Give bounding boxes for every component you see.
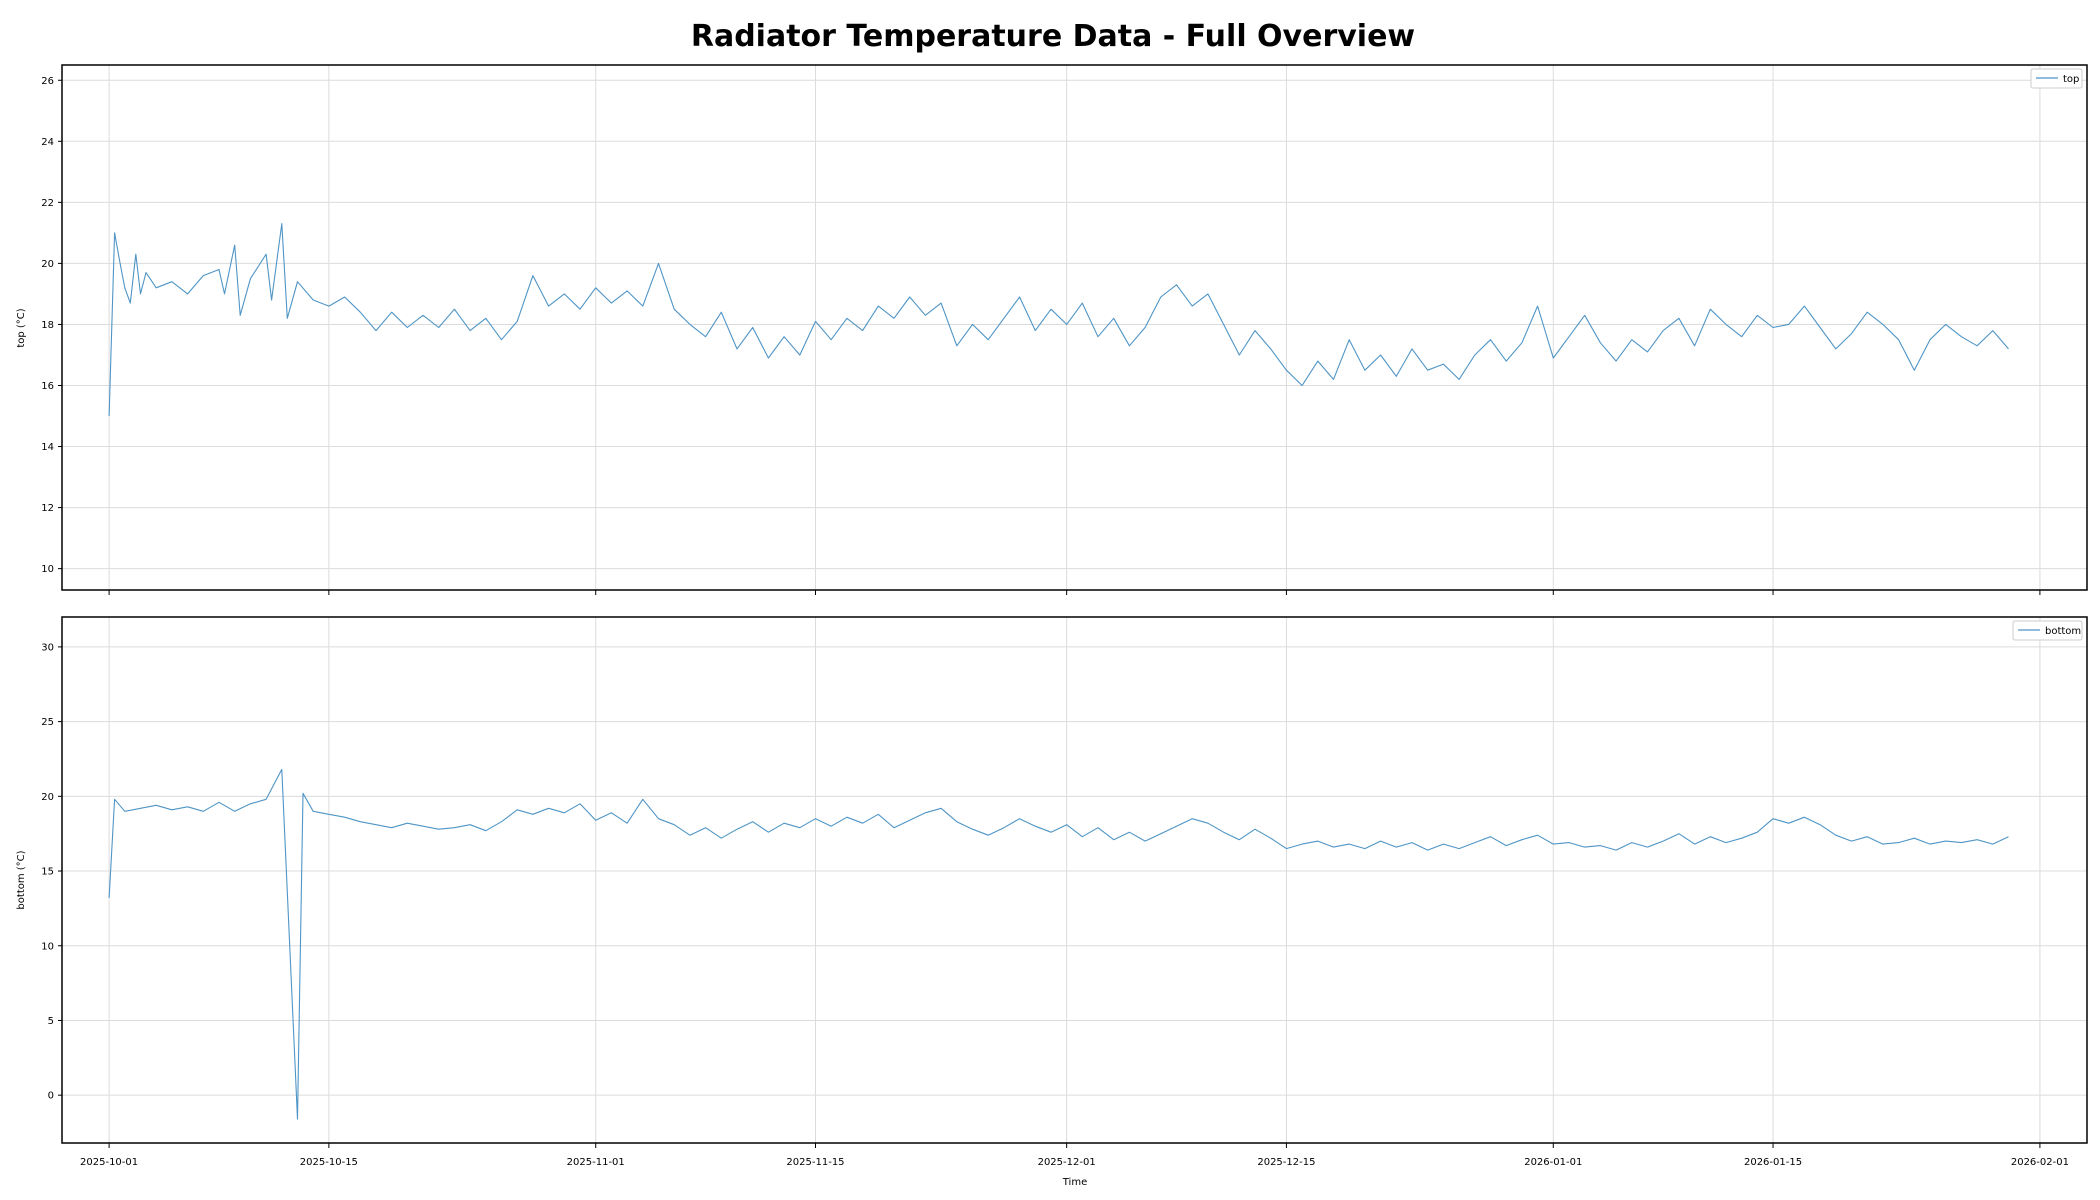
- y-tick-label: 25: [41, 717, 54, 728]
- bottom-plot-frame: [61, 616, 2088, 1144]
- y-tick-label: 14: [41, 442, 54, 453]
- x-tick-label: 2025-11-15: [786, 1157, 844, 1168]
- x-tick-label: 2025-12-15: [1257, 1157, 1315, 1168]
- y-tick-label: 20: [41, 259, 54, 270]
- top-legend: top: [2030, 68, 2083, 89]
- y-tick-label: 20: [41, 792, 54, 803]
- y-tick-label: 24: [41, 137, 54, 148]
- top-y-axis-label: top (°C): [16, 308, 27, 347]
- x-tick-label: 2025-10-15: [300, 1157, 358, 1168]
- bottom-panel: 0 5 10 15 20 25 30 bottom (°C) bottom: [16, 616, 2088, 1148]
- y-tick-label: 12: [41, 503, 54, 514]
- top-y-ticks: 10 12 14 16 18 20 22 24 26: [41, 76, 2041, 595]
- y-tick-label: 10: [41, 564, 54, 575]
- y-tick-label: 15: [41, 867, 54, 878]
- y-tick-label: 18: [41, 320, 54, 331]
- y-tick-label: 0: [48, 1091, 54, 1102]
- x-tick-label: 2025-12-01: [1038, 1157, 1096, 1168]
- y-tick-label: 5: [48, 1016, 54, 1027]
- bottom-y-axis-label: bottom (°C): [16, 850, 27, 909]
- top-legend-label: top: [2063, 74, 2079, 85]
- bottom-line: [108, 768, 2009, 1120]
- x-axis-label: Time: [1062, 1177, 1087, 1188]
- bottom-gridlines: [62, 617, 2087, 1143]
- x-tick-label: 2025-11-01: [567, 1157, 625, 1168]
- top-line: [108, 223, 2009, 417]
- bottom-legend-label: bottom: [2045, 626, 2081, 637]
- bottom-legend: bottom: [2012, 620, 2083, 641]
- x-tick-label: 2025-10-01: [80, 1157, 138, 1168]
- y-tick-label: 26: [41, 76, 54, 87]
- chart-title: Radiator Temperature Data - Full Overvie…: [691, 19, 1415, 54]
- bottom-legend-box: [2012, 620, 2083, 641]
- y-tick-label: 30: [41, 642, 54, 653]
- x-tick-label: 2026-01-15: [1744, 1157, 1802, 1168]
- top-plot-frame: [61, 64, 2088, 591]
- top-series: [108, 223, 2009, 417]
- bottom-y-ticks: 0 5 10 15 20 25 30: [41, 642, 2041, 1148]
- y-tick-label: 16: [41, 381, 54, 392]
- x-tick-label: 2026-02-01: [2011, 1157, 2069, 1168]
- top-gridlines: [62, 65, 2087, 590]
- bottom-series: [108, 768, 2009, 1120]
- x-tick-label: 2026-01-01: [1524, 1157, 1582, 1168]
- x-ticks: 2025-10-01 2025-10-15 2025-11-01 2025-11-15…: [80, 1157, 2069, 1168]
- y-tick-label: 22: [41, 198, 54, 209]
- top-panel: 10 12 14 16 18 20 22 24 26 top (°C) top: [16, 64, 2088, 595]
- y-tick-label: 10: [41, 941, 54, 952]
